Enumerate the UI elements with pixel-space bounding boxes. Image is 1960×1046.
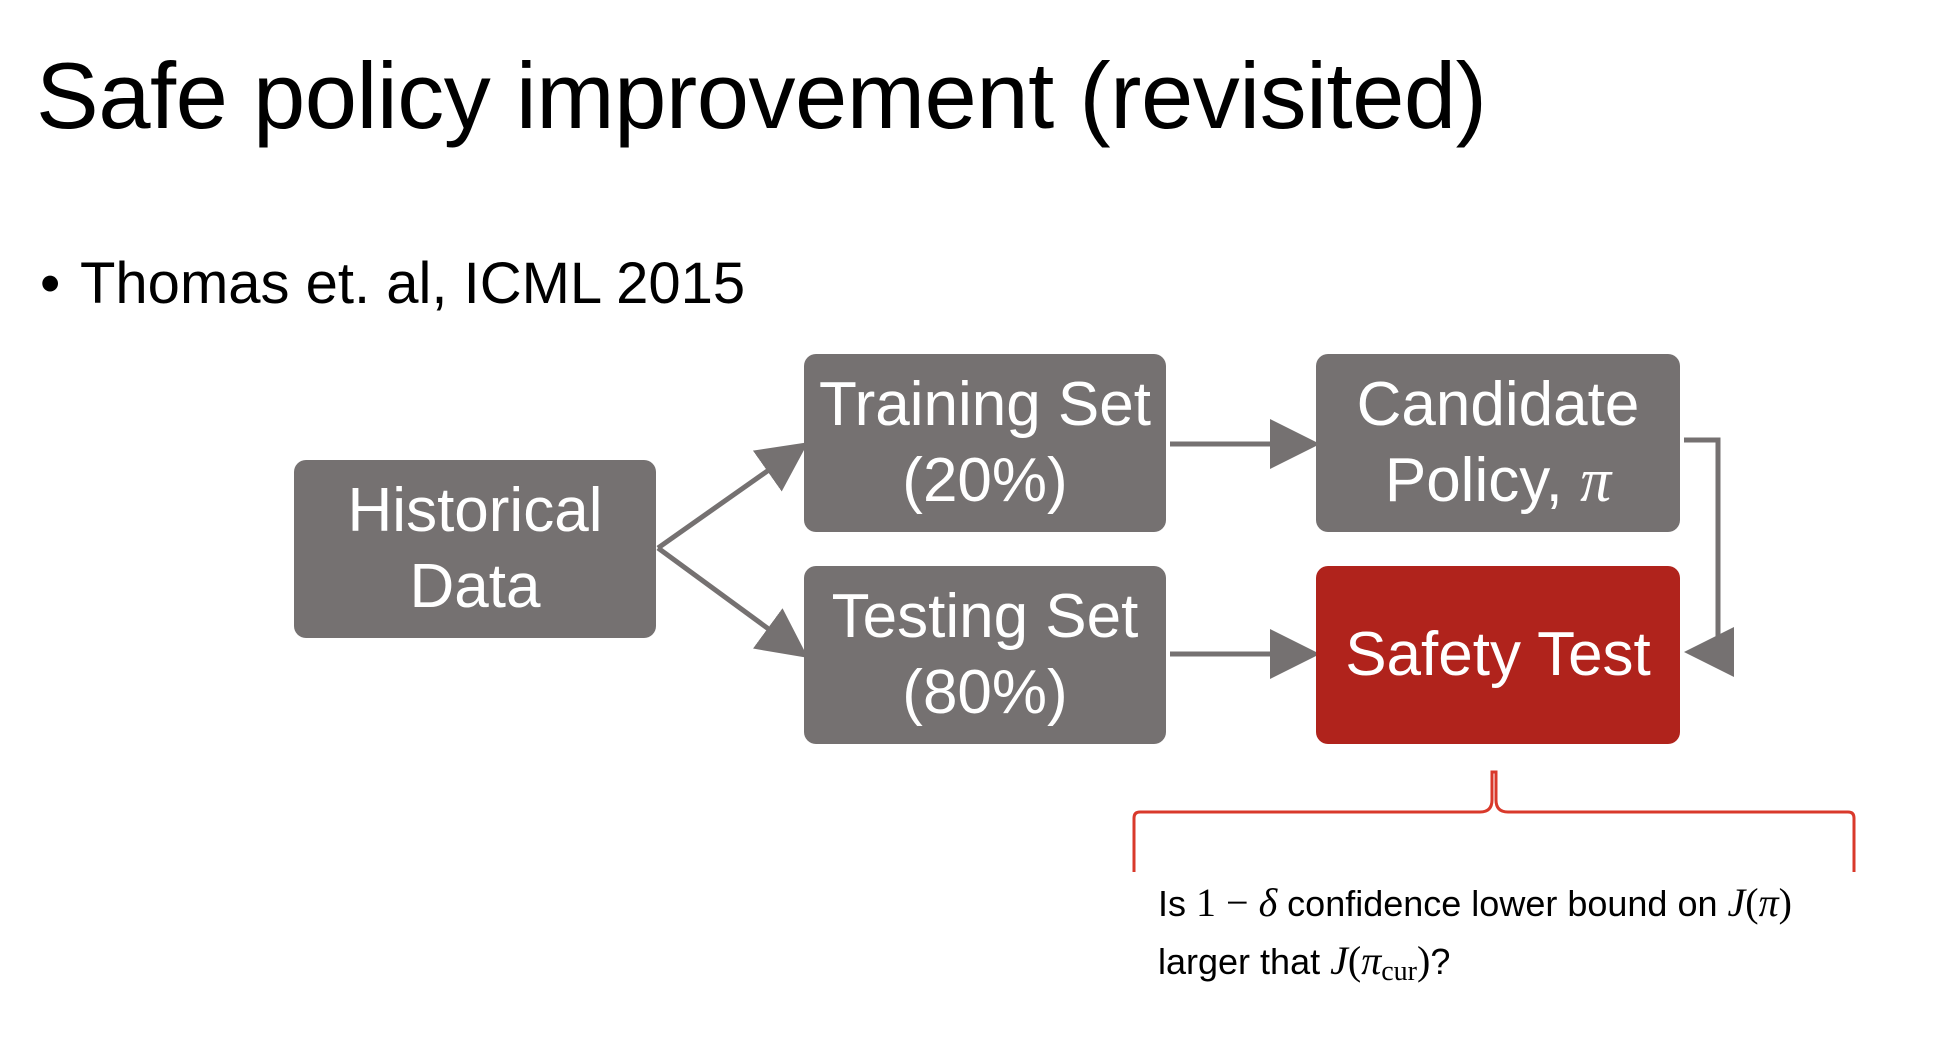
node-label: Training Set xyxy=(819,370,1151,440)
math-j: J xyxy=(1330,938,1348,983)
safety-test-caption: Is 1 − δ confidence lower bound on J(π) … xyxy=(1158,874,1792,993)
node-label: Data xyxy=(409,552,541,621)
node-safety-test: Safety Test xyxy=(1316,566,1680,744)
caption-text: confidence lower bound on xyxy=(1277,883,1728,924)
math-subscript-cur: cur xyxy=(1381,956,1417,987)
caption-line-2: larger that J(πcur)? xyxy=(1158,932,1792,993)
arrow-historical-to-testing xyxy=(656,545,809,658)
node-testing-set: Testing Set (80%) xyxy=(804,566,1166,744)
slide-title: Safe policy improvement (revisited) xyxy=(36,43,1487,148)
node-label: Testing Set xyxy=(831,582,1139,652)
math-paren: ( xyxy=(1745,880,1759,925)
node-label: Candidate xyxy=(1356,369,1640,439)
node-label: Safety Test xyxy=(1345,620,1651,690)
math-pi: π xyxy=(1361,938,1382,983)
curly-brace xyxy=(1132,770,1856,872)
math-delta: δ xyxy=(1258,880,1278,925)
caption-text: Is xyxy=(1158,883,1197,924)
math-paren: ) xyxy=(1778,880,1792,925)
bullet-item: • Thomas et. al, ICML 2015 xyxy=(40,252,745,316)
node-training-set: Training Set (20%) xyxy=(804,354,1166,532)
node-historical-data: Historical Data xyxy=(294,460,656,638)
math-j: J xyxy=(1727,880,1746,925)
arrow-historical-to-training xyxy=(656,442,809,551)
arrow-candidate-to-safety xyxy=(1684,437,1734,677)
math-pi: π xyxy=(1758,880,1779,925)
node-label: (80%) xyxy=(902,658,1068,727)
node-label: Policy, xyxy=(1384,445,1581,515)
math-paren: ) xyxy=(1417,938,1431,983)
bullet-text: Thomas et. al, ICML 2015 xyxy=(80,251,746,316)
pi-symbol: π xyxy=(1580,446,1612,515)
math-one-minus: 1 − xyxy=(1196,880,1259,925)
caption-line-1: Is 1 − δ confidence lower bound on J(π) xyxy=(1158,874,1792,932)
node-label-line2: Policy, π xyxy=(1385,443,1611,520)
node-label: Historical xyxy=(347,476,603,546)
caption-text: ? xyxy=(1430,941,1451,982)
math-paren: ( xyxy=(1347,938,1362,983)
caption-text: larger that xyxy=(1158,941,1331,982)
bullet-marker: • xyxy=(40,251,61,316)
node-candidate-policy: Candidate Policy, π xyxy=(1316,354,1680,532)
node-label: (20%) xyxy=(902,446,1068,515)
